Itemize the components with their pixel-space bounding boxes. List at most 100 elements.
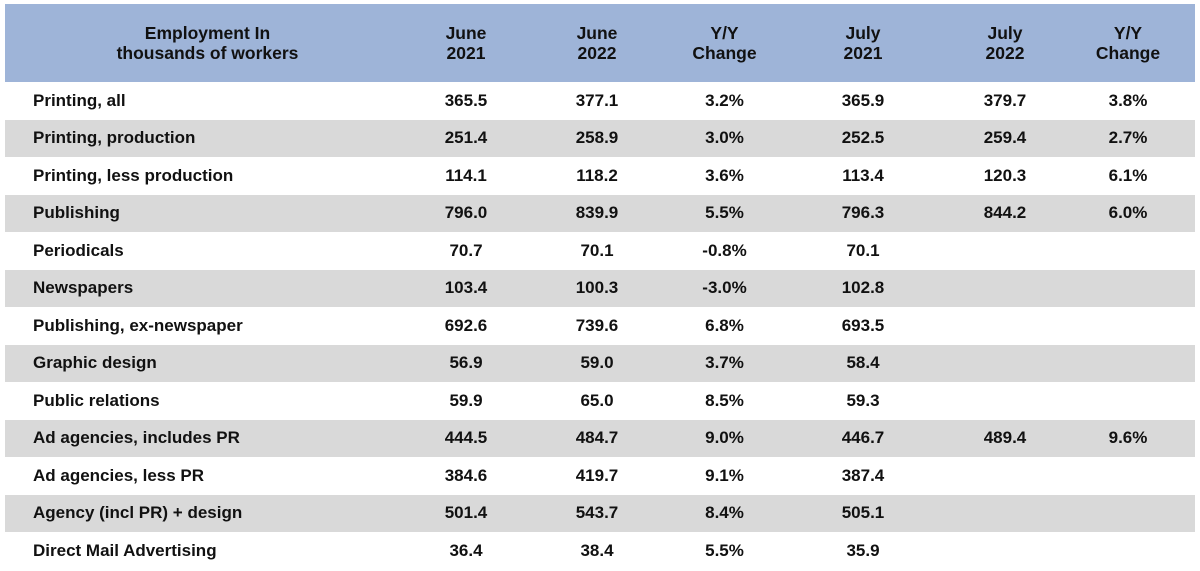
table-row: Periodicals 70.7 70.1 -0.8% 70.1: [5, 232, 1195, 270]
table-row: Printing, less production 114.1 118.2 3.6% 1…: [5, 157, 1195, 195]
cell-july-yy-change: 3.8%: [1108, 90, 1148, 110]
row-label: Printing, all: [33, 90, 126, 110]
cell-july-yy-change: [1061, 344, 1195, 382]
cell-july-2021: 446.7: [777, 419, 949, 457]
header-cell-label: Employment In thousands of workers: [5, 4, 410, 82]
cell-june-2021: 444.5: [410, 419, 522, 457]
table-row: Public relations 59.9 65.0 8.5% 59.3: [5, 382, 1195, 420]
table-row: Direct Mail Advertising 36.4 38.4 5.5% 35.9: [5, 532, 1195, 570]
cell-july-2022: [949, 532, 1061, 570]
cell-june-2021: 501.4: [410, 494, 522, 532]
header-line: Change: [1095, 43, 1161, 63]
cell-june-yy-change: 3.7%: [672, 344, 777, 382]
cell-june-2022: 70.1: [580, 240, 614, 260]
cell-june-2021: 36.4: [449, 540, 483, 560]
table-body: Printing, all 365.5 377.1 3.2% 365.9 379.7 3.8…: [5, 82, 1195, 570]
cell-july-2021: 252.5: [777, 119, 949, 157]
cell-july-2021: 505.1: [777, 494, 949, 532]
cell-june-2022: 258.9: [522, 119, 672, 157]
cell-june-2022: 38.4: [580, 540, 614, 560]
cell-june-2021: 56.9: [410, 344, 522, 382]
cell-july-yy-change: [1061, 382, 1195, 420]
row-label: Ad agencies, includes PR: [5, 419, 410, 457]
cell-july-yy-change: [1061, 532, 1195, 570]
header-line: 2022: [577, 43, 617, 63]
header-cell-june-yy-change: Y/Y Change: [672, 4, 777, 82]
cell-july-2022: [949, 269, 1061, 307]
row-label: Publishing, ex-newspaper: [33, 315, 243, 335]
cell-july-yy-change: [1061, 232, 1195, 270]
cell-june-yy-change: 5.5%: [672, 194, 777, 232]
cell-june-yy-change: 3.6%: [705, 165, 744, 185]
table-row: Printing, all 365.5 377.1 3.2% 365.9 379.7 3.8…: [5, 82, 1195, 120]
cell-june-2021: 796.0: [410, 194, 522, 232]
cell-june-yy-change: 6.8%: [705, 315, 744, 335]
cell-june-2022: 543.7: [522, 494, 672, 532]
row-label: Agency (incl PR) + design: [5, 494, 410, 532]
cell-july-2021: 35.9: [846, 540, 880, 560]
row-label: Newspapers: [5, 269, 410, 307]
cell-july-2022: 120.3: [983, 165, 1027, 185]
cell-july-2022: 379.7: [983, 90, 1027, 110]
header-line: thousands of workers: [116, 43, 299, 63]
cell-june-yy-change: 3.0%: [672, 119, 777, 157]
cell-june-2022: 739.6: [575, 315, 619, 335]
cell-july-2022: [949, 494, 1061, 532]
cell-june-2022: 118.2: [576, 165, 618, 185]
row-label: Direct Mail Advertising: [33, 540, 217, 560]
cell-june-yy-change: -0.8%: [702, 240, 747, 260]
cell-june-2022: 419.7: [575, 465, 619, 485]
cell-june-2022: 839.9: [522, 194, 672, 232]
cell-june-2021: 59.9: [449, 390, 483, 410]
header-line: 2021: [843, 43, 883, 63]
cell-june-yy-change: 8.4%: [672, 494, 777, 532]
cell-july-2022: [949, 307, 1061, 345]
cell-june-yy-change: 9.1%: [705, 465, 744, 485]
table-row: Printing, production 251.4 258.9 3.0% 252.5 2…: [5, 119, 1195, 157]
cell-july-2022: [949, 344, 1061, 382]
employment-table: Employment In thousands of workers June …: [5, 4, 1195, 570]
header-cell-july-yy-change: Y/Y Change: [1061, 4, 1195, 82]
row-label: Periodicals: [33, 240, 124, 260]
cell-june-yy-change: -3.0%: [672, 269, 777, 307]
cell-june-2021: 70.7: [449, 240, 483, 260]
header-line: Change: [692, 43, 757, 63]
cell-july-yy-change: [1061, 494, 1195, 532]
header-cell-june-2021: June 2021: [410, 4, 522, 82]
header-line: June: [445, 23, 487, 43]
header-cell-july-2021: July 2021: [777, 4, 949, 82]
cell-july-yy-change: 9.6%: [1061, 419, 1195, 457]
cell-july-2021: 59.3: [846, 390, 880, 410]
cell-july-2021: 58.4: [777, 344, 949, 382]
cell-june-2022: 377.1: [575, 90, 619, 110]
cell-june-2021: 103.4: [410, 269, 522, 307]
cell-june-2022: 484.7: [522, 419, 672, 457]
cell-june-yy-change: 9.0%: [672, 419, 777, 457]
row-label: Publishing: [5, 194, 410, 232]
cell-july-yy-change: [1061, 269, 1195, 307]
cell-june-2021: 384.6: [444, 465, 488, 485]
cell-july-2022: [949, 457, 1061, 495]
header-cell-june-2022: June 2022: [522, 4, 672, 82]
cell-july-2022: [949, 232, 1061, 270]
cell-july-2022: 259.4: [949, 119, 1061, 157]
cell-june-yy-change: 8.5%: [705, 390, 744, 410]
row-label: Printing, less production: [33, 165, 234, 185]
cell-july-2022: [949, 382, 1061, 420]
table-row: Agency (incl PR) + design 501.4 543.7 8.4% 5…: [5, 494, 1195, 532]
header-line: June: [576, 23, 618, 43]
row-label: Ad agencies, less PR: [33, 465, 205, 485]
cell-july-2021: 102.8: [777, 269, 949, 307]
cell-june-2022: 100.3: [522, 269, 672, 307]
row-label: Printing, production: [5, 119, 410, 157]
header-line: 2022: [985, 43, 1025, 63]
cell-july-2021: 113.4: [842, 165, 884, 185]
cell-july-2021: 70.1: [846, 240, 880, 260]
header-row: Employment In thousands of workers June …: [5, 4, 1195, 82]
cell-june-yy-change: 3.2%: [705, 90, 744, 110]
table-row: Publishing 796.0 839.9 5.5% 796.3 844.2 6.0%: [5, 194, 1195, 232]
table-row: Ad agencies, includes PR 444.5 484.7 9.0% 44…: [5, 419, 1195, 457]
cell-july-yy-change: 6.0%: [1061, 194, 1195, 232]
header-line: July: [845, 23, 881, 43]
